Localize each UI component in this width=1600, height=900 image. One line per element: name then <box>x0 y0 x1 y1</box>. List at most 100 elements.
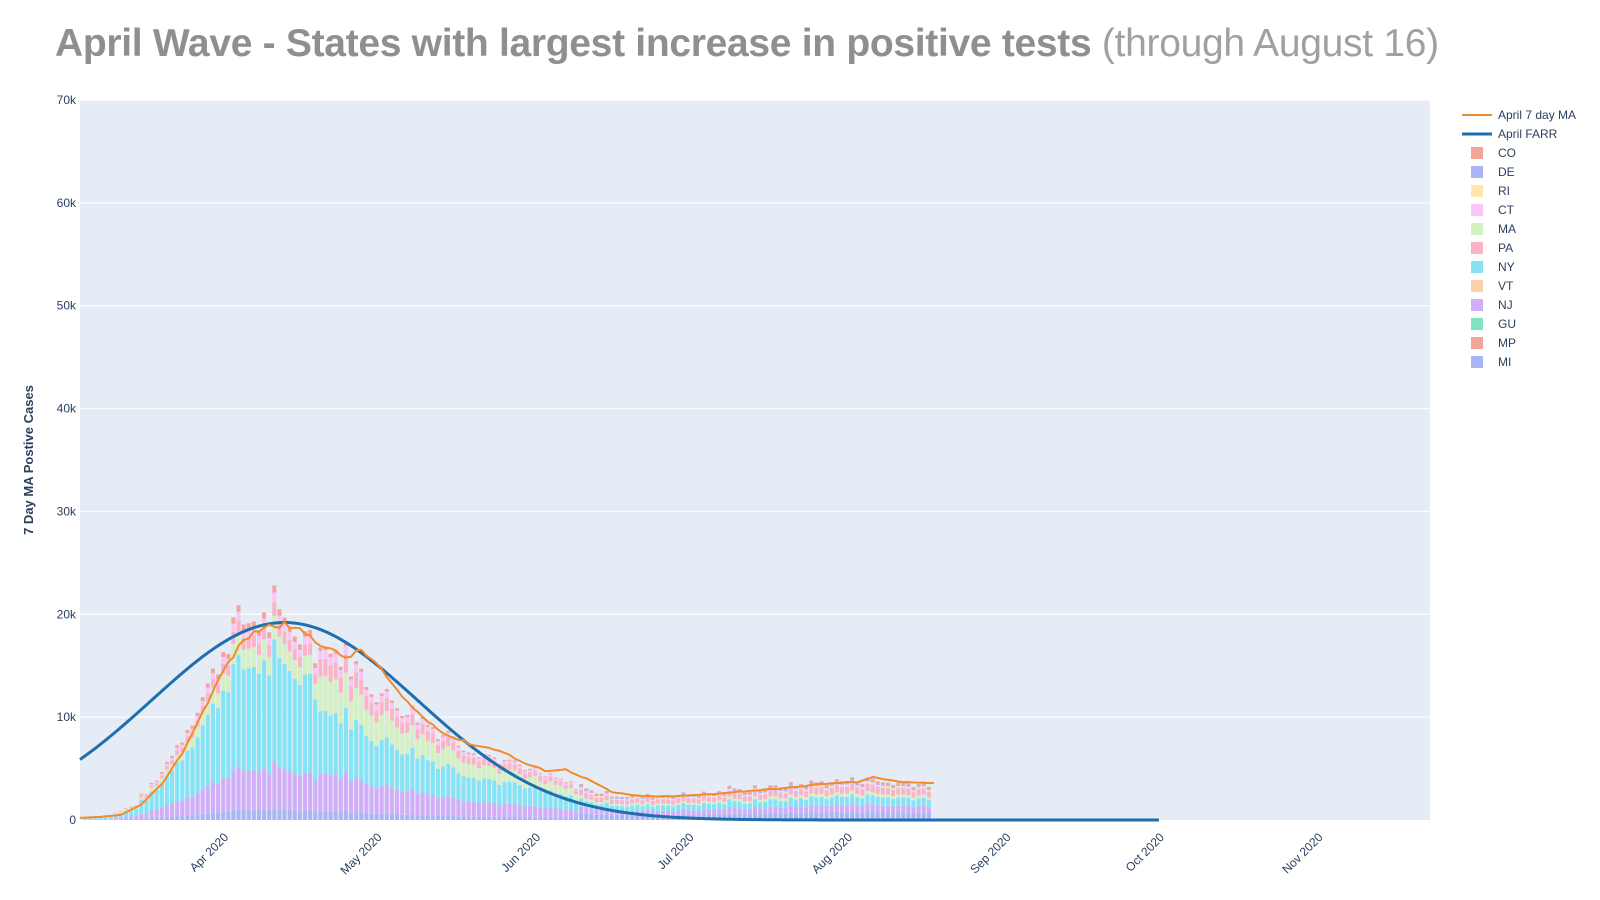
bar-segment-ny <box>834 795 839 805</box>
bar-segment-mi <box>722 814 727 820</box>
bar-segment-co <box>379 693 384 696</box>
bar-segment-nj <box>195 793 200 815</box>
bar-segment-nj <box>246 770 251 811</box>
bar-segment-nj <box>538 807 543 818</box>
bar-segment-ri <box>819 784 824 787</box>
bar-segment-nj <box>645 810 650 815</box>
bar-segment-co <box>870 778 875 781</box>
legend-item-label[interactable]: MA <box>1498 222 1516 236</box>
legend-swatch-ma[interactable] <box>1471 223 1483 235</box>
bar-segment-nj <box>681 809 686 815</box>
bar-segment-pa <box>338 677 343 693</box>
legend-item-label[interactable]: NY <box>1498 260 1515 274</box>
bar-segment-co <box>579 784 584 786</box>
legend-item-label[interactable]: VT <box>1498 279 1514 293</box>
legend-swatch-pa[interactable] <box>1471 242 1483 254</box>
bar-segment-nj <box>671 811 676 816</box>
legend-swatch-de[interactable] <box>1471 166 1483 178</box>
chart-title-sub: (through August 16) <box>1101 22 1439 65</box>
bar-segment-mi <box>159 817 164 820</box>
legend-swatch-gu[interactable] <box>1471 318 1483 330</box>
bar-segment-nj <box>487 802 492 817</box>
legend-item-label[interactable]: MI <box>1498 355 1511 369</box>
bar-segment-mi <box>303 810 307 820</box>
bar-segment-ma <box>507 769 512 782</box>
legend-item-label[interactable]: RI <box>1498 184 1510 198</box>
bar-segment-pa <box>124 809 129 810</box>
legend-item-label[interactable]: CO <box>1498 146 1516 160</box>
bar-segment-ct <box>405 717 410 723</box>
bar-segment-pa <box>860 789 865 796</box>
bar-segment-ny <box>507 781 512 804</box>
legend-swatch-nj[interactable] <box>1471 299 1483 311</box>
legend-item-label[interactable]: CT <box>1498 203 1515 217</box>
bar-segment-ny <box>267 675 272 774</box>
bar-segment-ct <box>435 740 440 745</box>
bar-segment-ny <box>620 806 625 812</box>
legend-item-label[interactable]: DE <box>1498 165 1515 179</box>
bar-segment-pa <box>185 736 190 742</box>
bar-segment-pa <box>916 789 921 796</box>
legend-item-label[interactable]: GU <box>1498 317 1516 331</box>
legend-item-label[interactable]: MP <box>1498 336 1516 350</box>
bar-segment-nj <box>481 802 486 817</box>
bar-segment-co <box>850 777 855 780</box>
bar-segment-mi <box>267 810 272 820</box>
bar-segment-pa <box>548 776 553 782</box>
bar-segment-ny <box>558 793 563 809</box>
bar-segment-ma <box>579 795 584 799</box>
bar-segment-ny <box>420 755 425 793</box>
bar-segment-ny <box>747 803 752 810</box>
bar-segment-ma <box>282 643 287 665</box>
legend-swatch-co[interactable] <box>1471 147 1483 159</box>
bar-segment-mi <box>773 813 778 820</box>
bar-segment-ri <box>614 798 619 800</box>
bar-segment-ma <box>778 798 783 801</box>
bar-segment-mi <box>262 809 267 820</box>
bar-segment-ny <box>804 799 809 808</box>
legend-item-label[interactable]: PA <box>1498 241 1513 255</box>
bar-segment-co <box>507 759 512 761</box>
bar-segment-ma <box>328 682 333 716</box>
bar-segment-ct <box>415 724 420 730</box>
bar-segment-ma <box>159 778 164 784</box>
bar-segment-ma <box>640 804 645 806</box>
bar-segment-ct <box>793 790 798 792</box>
bar-segment-nj <box>231 769 236 810</box>
legend-item-label[interactable]: April 7 day MA <box>1498 108 1576 122</box>
legend-swatch-ct[interactable] <box>1471 204 1483 216</box>
bar-segment-ma <box>415 739 420 759</box>
bar-segment-ri <box>880 785 885 787</box>
legend-swatch-vt[interactable] <box>1471 280 1483 292</box>
bar-segment-pa <box>747 796 752 802</box>
bar-segment-ma <box>262 639 267 661</box>
legend-swatch-ny[interactable] <box>1471 261 1483 273</box>
legend-item-label[interactable]: April FARR <box>1498 127 1558 141</box>
bar-segment-de <box>793 787 798 790</box>
bar-segment-mi <box>865 811 870 820</box>
bar-segment-mi <box>528 817 532 820</box>
bar-segment-ma <box>384 711 389 738</box>
bar-segment-ct <box>476 758 481 762</box>
bar-segment-ct <box>333 653 338 663</box>
legend-swatch-ri[interactable] <box>1471 185 1483 197</box>
bar-segment-pa <box>159 775 164 779</box>
bar-segment-ri <box>753 788 757 790</box>
bar-segment-co <box>625 797 630 799</box>
bar-segment-ny <box>231 664 236 770</box>
bar-segment-ma <box>609 804 614 806</box>
legend-swatch-mi[interactable] <box>1471 356 1483 368</box>
bar-segment-ma <box>712 802 717 805</box>
bar-segment-ny <box>568 795 573 810</box>
bar-segment-ri <box>906 786 911 788</box>
bar-segment-ny <box>205 714 210 786</box>
bar-segment-ct <box>584 792 589 794</box>
legend-item-label[interactable]: NJ <box>1498 298 1513 312</box>
bar-segment-pa <box>139 795 144 798</box>
bar-segment-co <box>318 647 323 651</box>
bar-segment-ct <box>676 797 681 799</box>
bar-segment-ma <box>691 802 696 805</box>
bar-segment-nj <box>563 809 568 819</box>
legend-swatch-mp[interactable] <box>1471 337 1483 349</box>
bar-segment-pa <box>420 724 425 735</box>
